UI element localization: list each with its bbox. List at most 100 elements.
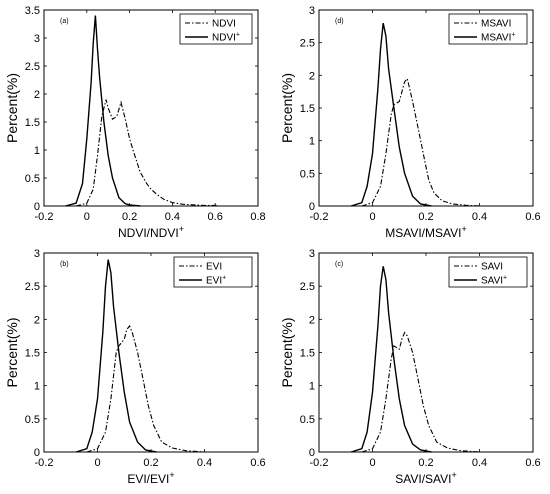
y-tick-label: 2.5 (300, 38, 315, 50)
legend-entry: MSAVI+ (481, 32, 515, 44)
x-tick-label: -0.2 (310, 457, 329, 469)
x-tick-label: -0.2 (310, 211, 329, 223)
x-tick-label: 0.4 (197, 457, 212, 469)
x-axis-label-text: NDVI/NDVI (118, 226, 179, 240)
panel-tag: (c) (335, 261, 343, 268)
x-axis-label: MSAVI/MSAVI+ (385, 224, 467, 240)
x-tick-label: 0.2 (122, 211, 137, 223)
series-line-ndvi-plus (65, 15, 141, 207)
legend-entry: NDVI+ (212, 32, 240, 44)
series-line-savi-plus (350, 266, 432, 453)
x-axis-label-superscript: + (461, 224, 466, 234)
y-tick-label: 1 (34, 381, 40, 393)
legend-box (448, 13, 528, 45)
y-axis-label: Percent(%) (279, 73, 295, 143)
panel-tag: (d) (335, 18, 344, 25)
x-tick-label: 0 (84, 211, 90, 223)
x-axis-label-superscript: + (169, 470, 174, 480)
x-axis-label-superscript: + (179, 224, 184, 234)
y-tick-label: 1 (309, 381, 315, 393)
x-tick-label: 0 (369, 211, 375, 223)
y-tick-label: 0 (309, 447, 315, 459)
x-tick-label: 0.4 (472, 211, 487, 223)
x-tick-label: 0.6 (208, 211, 223, 223)
legend-entry-superscript: + (222, 275, 226, 282)
panel-savi: -0.2 0 0.2 0.4 0.600.511.522.53SAVI/SAVI+Per… (279, 248, 541, 486)
legend-entry: EVI+ (206, 275, 226, 287)
x-axis-label-text: EVI/EVI (127, 472, 169, 486)
legend-entry-superscript: + (503, 275, 507, 282)
x-tick-label: 0.4 (165, 211, 180, 223)
x-tick-label: -0.2 (35, 457, 54, 469)
legend-box (448, 256, 528, 288)
legend-entry-name: MSAVI (481, 33, 511, 44)
x-axis-label: EVI/EVI+ (127, 470, 174, 486)
x-tick-label: 0.4 (472, 457, 487, 469)
x-tick-label: 0.2 (418, 211, 433, 223)
panel-tag: (b) (60, 261, 69, 268)
y-tick-label: 1 (309, 136, 315, 148)
legend-entry-name: NDVI (212, 33, 236, 44)
x-tick-label: 0.2 (143, 457, 158, 469)
legend-entry-name: MSAVI (481, 19, 511, 30)
panel-ndvi: -0.2 0 0.2 0.4 0.6 0.800.511.522.533.5NDVI/ND… (4, 5, 266, 240)
legend-entry: SAVI+ (481, 275, 507, 287)
series-line-evi (86, 324, 205, 453)
plot-frame (43, 9, 259, 207)
x-tick-label: 0.6 (525, 457, 540, 469)
panel-tag: (a) (60, 18, 69, 25)
y-tick-label: 2 (309, 314, 315, 326)
y-tick-label: 3 (309, 5, 315, 17)
y-tick-label: 1.5 (25, 117, 40, 129)
legend-entry-name: EVI (206, 262, 222, 273)
legend-entry-name: SAVI (481, 262, 503, 273)
series-line-evi-plus (75, 259, 157, 453)
y-tick-label: 3 (309, 248, 315, 260)
legend-entry-name: SAVI (481, 276, 503, 287)
legend-entry: SAVI (481, 262, 503, 273)
panel-evi: -0.2 0 0.2 0.4 0.600.511.522.53EVI/EVI+Perce… (4, 248, 266, 486)
y-axis-label: Percent(%) (279, 317, 295, 387)
x-tick-label: 0.6 (525, 211, 540, 223)
y-tick-label: 2 (34, 89, 40, 101)
legend-entry-superscript: + (511, 32, 515, 39)
x-tick-label: 0 (369, 457, 375, 469)
x-axis-label: NDVI/NDVI+ (118, 224, 184, 240)
x-tick-label: 0.2 (418, 457, 433, 469)
x-tick-label: 0 (94, 457, 100, 469)
y-tick-label: 1 (34, 145, 40, 157)
panel-msavi: -0.2 0 0.2 0.4 0.600.511.522.53MSAVI/MSAVI+P… (279, 5, 541, 240)
y-tick-label: 1.5 (300, 348, 315, 360)
y-tick-label: 0.5 (25, 414, 40, 426)
y-tick-label: 0 (309, 201, 315, 213)
y-tick-label: 3 (34, 33, 40, 45)
y-axis-label: Percent(%) (4, 317, 20, 387)
series-line-msavi (361, 77, 480, 207)
x-tick-label: 0.8 (250, 211, 265, 223)
y-axis-label: Percent(%) (4, 73, 20, 143)
series-line-msavi-plus (350, 22, 432, 207)
legend-entry-superscript: + (236, 32, 240, 39)
legend-box (179, 13, 253, 45)
y-tick-label: 2.5 (300, 281, 315, 293)
y-tick-label: 0.5 (300, 414, 315, 426)
y-tick-label: 2.5 (25, 61, 40, 73)
y-tick-label: 2 (309, 70, 315, 82)
legend-entry-name: NDVI (212, 19, 236, 30)
x-axis-label-text: SAVI/SAVI (395, 472, 451, 486)
legend-entry-name: EVI (206, 276, 222, 287)
y-tick-label: 0.5 (300, 168, 315, 180)
legend-entry: MSAVI (481, 19, 511, 30)
legend-entry: EVI (206, 262, 222, 273)
x-axis-label: SAVI/SAVI+ (395, 470, 457, 486)
series-line-savi (361, 331, 480, 453)
legend-box (173, 256, 253, 288)
y-tick-label: 1.5 (300, 103, 315, 115)
y-tick-label: 0.5 (25, 173, 40, 185)
x-axis-label-superscript: + (451, 470, 456, 480)
y-tick-label: 2.5 (25, 281, 40, 293)
x-tick-label: 0.6 (250, 457, 265, 469)
